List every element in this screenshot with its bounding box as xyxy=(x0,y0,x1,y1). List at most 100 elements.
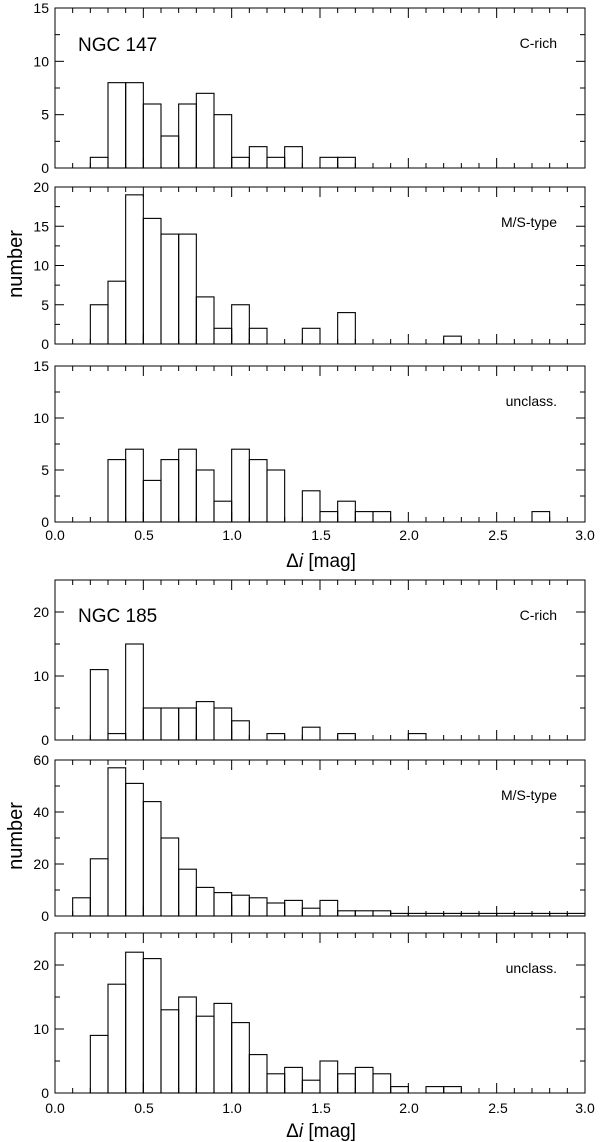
histogram-bar xyxy=(337,312,356,345)
histogram-bar xyxy=(231,1022,250,1094)
y-tick-label: 20 xyxy=(33,856,49,872)
panel-type-label: unclass. xyxy=(506,960,557,976)
x-tick-label: 2.5 xyxy=(488,1100,508,1116)
panels: 0 5 10 15 C-rich 0 5 10 15 20 M/S-type 0 5 10 15 unclas… xyxy=(33,0,586,1101)
histogram-bar xyxy=(195,92,215,169)
histogram-bar xyxy=(301,1079,321,1094)
x-tick-label: 0.5 xyxy=(134,527,154,543)
y-tick-label: 20 xyxy=(33,604,49,620)
y-tick-label: 10 xyxy=(33,668,49,684)
panel-type-label: unclass. xyxy=(506,393,557,409)
histogram-bar xyxy=(178,868,197,917)
histogram-bar xyxy=(195,1015,215,1094)
histogram-bar xyxy=(72,897,91,917)
histogram-bar xyxy=(231,894,250,917)
histogram-bar xyxy=(266,902,286,917)
y-tick-label: 10 xyxy=(33,53,49,69)
histogram-bar xyxy=(125,782,144,917)
x-tick-label: 3.0 xyxy=(575,1100,595,1116)
histogram-bar xyxy=(142,958,162,1094)
histogram-bar xyxy=(142,801,162,917)
y-tick-label: 5 xyxy=(41,462,49,478)
histogram-bar xyxy=(125,448,144,523)
y-axis-label-bottom: number xyxy=(5,802,27,870)
x-tick-label: 0.5 xyxy=(134,1100,154,1116)
panel-ngc185-unclass: 0 10 20 unclass. xyxy=(33,932,586,1101)
histogram-bar xyxy=(89,1034,109,1094)
histogram-bar xyxy=(213,1002,233,1094)
histogram-bar xyxy=(142,479,162,523)
histogram-bar xyxy=(89,669,109,741)
histogram-bar xyxy=(195,296,215,345)
histogram-bar xyxy=(160,707,180,741)
histogram-bar xyxy=(107,983,127,1094)
y-tick-label: 0 xyxy=(41,1085,49,1101)
galaxy-label-ngc147: NGC 147 xyxy=(78,35,157,56)
y-tick-label: 60 xyxy=(33,752,49,768)
histogram-bar xyxy=(284,146,303,169)
x-tick-label: 2.0 xyxy=(399,1100,419,1116)
histogram-bar xyxy=(248,1054,268,1094)
x-tick-label: 1.0 xyxy=(222,1100,242,1116)
histogram-bar xyxy=(178,233,197,345)
histogram-bar xyxy=(160,837,180,917)
histogram-bar xyxy=(107,767,127,917)
histogram-bar xyxy=(213,114,233,169)
histogram-bar xyxy=(142,707,162,741)
histogram-bar xyxy=(337,500,356,523)
histogram-bar xyxy=(372,1073,392,1094)
panel-type-label: M/S-type xyxy=(501,214,557,230)
panel-ngc185-c-rich: 0 10 20 C-rich xyxy=(33,579,586,748)
histogram-bar xyxy=(354,910,374,917)
histogram-bar xyxy=(266,469,286,523)
histogram-bar xyxy=(107,280,127,345)
histogram-bar xyxy=(160,135,180,169)
y-tick-label: 10 xyxy=(33,410,49,426)
panel-ngc147-unclass: 0 5 10 15 unclass. xyxy=(33,358,586,530)
histogram-bar xyxy=(125,194,144,345)
x-tick-labels-bottom: 0.0 0.5 1.0 1.5 2.0 2.5 3.0 xyxy=(45,1100,595,1116)
histogram-bar xyxy=(231,156,250,169)
x-tick-label: 0.0 xyxy=(45,1100,65,1116)
histogram-bar xyxy=(231,720,250,741)
histogram-bar xyxy=(319,511,339,523)
histogram-bar xyxy=(354,1066,374,1094)
panel-type-label: C-rich xyxy=(520,35,557,51)
x-axis-label-bottom: Δi [mag] xyxy=(286,1121,356,1142)
y-axis-label-top: number xyxy=(5,230,27,298)
y-tick-label: 5 xyxy=(41,297,49,313)
histogram-bar xyxy=(266,733,286,741)
histogram-bar xyxy=(213,707,233,741)
panel-ngc147-m-s-type: 0 5 10 15 20 M/S-type xyxy=(33,179,586,352)
histogram-bar xyxy=(178,996,197,1094)
histogram-bar xyxy=(125,643,144,741)
panel-type-label: M/S-type xyxy=(501,787,557,803)
histogram-bar xyxy=(301,490,321,523)
histogram-bar xyxy=(425,1086,445,1094)
y-tick-label: 10 xyxy=(33,1021,49,1037)
histogram-bar xyxy=(231,448,250,523)
histogram-bar xyxy=(337,1073,356,1094)
histogram-bar xyxy=(107,733,127,741)
panel-ngc185-m-s-type: 0 20 40 60 M/S-type xyxy=(33,752,586,924)
histogram-bar xyxy=(443,1086,462,1094)
histogram-bar xyxy=(531,511,551,523)
y-tick-label: 20 xyxy=(33,957,49,973)
histogram-bar xyxy=(248,146,268,169)
histogram-bar xyxy=(301,327,321,345)
histogram-bar xyxy=(337,156,356,169)
y-tick-label: 40 xyxy=(33,804,49,820)
histogram-bar xyxy=(160,233,180,345)
x-tick-label: 2.0 xyxy=(399,527,419,543)
histogram-bar xyxy=(142,103,162,169)
histogram-bar xyxy=(266,156,286,169)
x-tick-label: 1.5 xyxy=(311,1100,331,1116)
histogram-bar xyxy=(125,951,144,1094)
histogram-bar xyxy=(178,448,197,523)
x-tick-labels-top: 0.0 0.5 1.0 1.5 2.0 2.5 3.0 xyxy=(45,527,595,543)
histogram-bar xyxy=(443,335,462,345)
galaxy-label-ngc185: NGC 185 xyxy=(78,606,157,627)
histogram-bar xyxy=(213,892,233,917)
y-tick-label: 0 xyxy=(41,336,49,352)
